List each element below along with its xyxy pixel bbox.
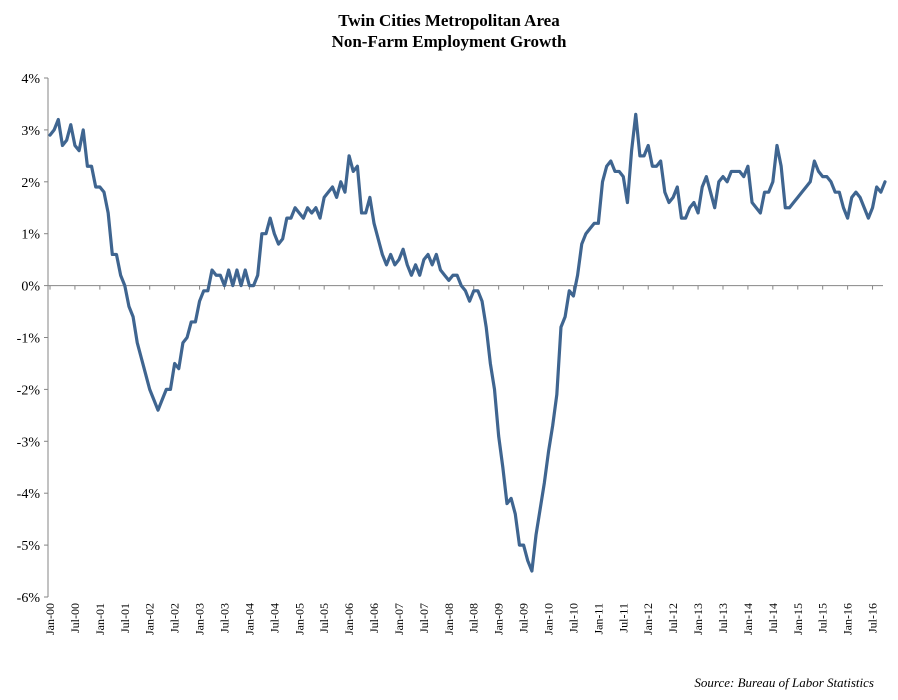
x-tick-label: Jan-12 xyxy=(641,603,655,635)
x-tick-label: Jul-10 xyxy=(566,603,580,633)
chart-title: Twin Cities Metropolitan Area xyxy=(338,11,560,30)
x-tick-label: Jan-02 xyxy=(143,603,157,635)
x-tick-label: Jul-09 xyxy=(517,603,531,633)
x-tick-label: Jan-00 xyxy=(43,603,57,635)
x-tick-label: Jul-16 xyxy=(866,603,880,633)
y-tick-label: 0% xyxy=(21,280,40,295)
chart-subtitle: Non-Farm Employment Growth xyxy=(331,32,567,51)
chart-source: Source: Bureau of Labor Statistics xyxy=(694,675,874,690)
y-tick-label: -6% xyxy=(17,591,41,606)
chart-title-block: Twin Cities Metropolitan Area Non-Farm E… xyxy=(0,10,898,52)
y-axis-ticks: 4% 3% 2% 1% 0% -1% -2% -3% -4% -5% -6% xyxy=(17,72,48,606)
x-tick-label: Jul-05 xyxy=(317,603,331,633)
x-tick-label: Jul-13 xyxy=(716,603,730,633)
x-tick-label: Jul-04 xyxy=(267,603,281,633)
x-tick-label: Jul-06 xyxy=(367,603,381,633)
x-tick-label: Jan-16 xyxy=(841,603,855,635)
x-tick-label: Jul-12 xyxy=(666,603,680,633)
x-tick-label: Jul-01 xyxy=(118,603,132,633)
x-tick-label: Jan-08 xyxy=(442,603,456,635)
y-tick-label: -4% xyxy=(17,487,41,502)
x-tick-label: Jan-07 xyxy=(392,603,406,635)
x-tick-label: Jan-14 xyxy=(741,603,755,635)
x-tick-label: Jan-03 xyxy=(193,603,207,635)
x-tick-label: Jul-03 xyxy=(217,603,231,633)
x-tick-label: Jan-09 xyxy=(492,603,506,635)
y-tick-label: -3% xyxy=(17,435,41,450)
y-tick-label: -2% xyxy=(17,383,41,398)
y-tick-label: 4% xyxy=(21,72,40,87)
x-tick-label: Jan-01 xyxy=(93,603,107,635)
x-tick-label: Jul-11 xyxy=(616,603,630,633)
y-tick-label: -1% xyxy=(17,332,41,347)
x-axis-ticks: Jan-00 Jul-00 Jan-01 Jul-01 Jan-02 Jul-02 Jan-… xyxy=(43,285,880,635)
x-tick-label: Jul-00 xyxy=(68,603,82,633)
series-line-employment-growth xyxy=(48,112,887,573)
x-tick-label: Jan-06 xyxy=(342,603,356,635)
x-tick-label: Jan-05 xyxy=(292,603,306,635)
y-tick-label: 2% xyxy=(21,176,40,191)
x-tick-label: Jul-08 xyxy=(467,603,481,633)
x-tick-label: Jul-07 xyxy=(417,603,431,633)
x-tick-label: Jan-04 xyxy=(242,603,256,635)
x-tick-label: Jul-15 xyxy=(816,603,830,633)
x-tick-label: Jan-13 xyxy=(691,603,705,635)
x-tick-label: Jan-10 xyxy=(542,603,556,635)
x-tick-label: Jul-02 xyxy=(168,603,182,633)
y-tick-label: -5% xyxy=(17,539,41,554)
y-tick-label: 3% xyxy=(21,124,40,139)
x-tick-label: Jan-11 xyxy=(591,603,605,635)
x-tick-label: Jul-14 xyxy=(766,603,780,633)
y-tick-label: 1% xyxy=(21,228,40,243)
x-tick-label: Jan-15 xyxy=(791,603,805,635)
